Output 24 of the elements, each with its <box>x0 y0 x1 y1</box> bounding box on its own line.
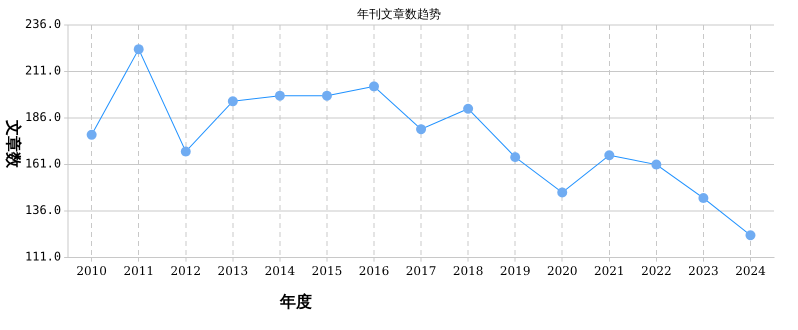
x-tick-label: 2012 <box>170 264 202 278</box>
x-tick-label: 2021 <box>594 264 625 278</box>
x-tick-label: 2023 <box>688 264 719 278</box>
x-tick-label: 2017 <box>406 264 436 278</box>
x-tick-label: 2014 <box>264 264 296 278</box>
x-tick-label: 2015 <box>312 264 342 278</box>
y-tick-label: 136.0 <box>25 203 62 218</box>
x-tick-label: 2024 <box>735 264 766 278</box>
y-axis-title: 文章数 <box>3 120 23 168</box>
x-tick-label: 2013 <box>218 264 248 278</box>
x-axis-title: 年度 <box>280 292 312 313</box>
y-tick-label: 161.0 <box>25 156 62 171</box>
x-tick-label: 2019 <box>500 264 530 278</box>
y-tick-label: 236.0 <box>25 17 62 32</box>
x-tick-label: 2011 <box>123 264 154 278</box>
x-tick-label: 2010 <box>76 264 107 278</box>
y-tick-label: 211.0 <box>25 64 62 78</box>
chart-title: 年刊文章数趋势 <box>357 7 441 21</box>
x-tick-label: 2016 <box>358 264 390 278</box>
x-tick-label: 2020 <box>546 264 578 278</box>
x-tick-label: 2018 <box>452 264 484 278</box>
x-tick-label: 2022 <box>641 264 672 278</box>
y-tick-label: 186.0 <box>25 110 62 124</box>
y-tick-label: 111.0 <box>25 250 62 264</box>
